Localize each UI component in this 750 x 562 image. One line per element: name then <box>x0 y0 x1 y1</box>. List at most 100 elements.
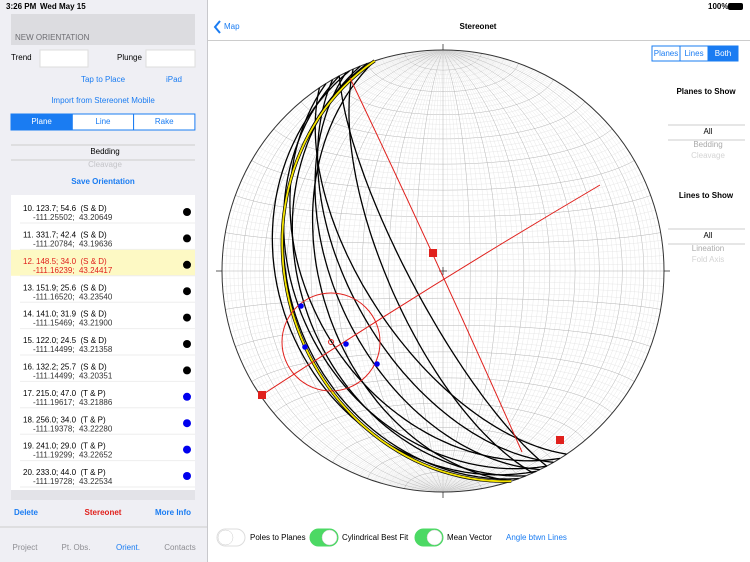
row-location: -111.19378; 43.22280 <box>33 424 113 433</box>
row-location: -111.19728; 43.22534 <box>33 477 113 486</box>
segment-label[interactable]: Rake <box>155 117 174 126</box>
toggle-knob <box>217 529 234 546</box>
segment-label[interactable]: Line <box>95 117 111 126</box>
row-dot <box>183 392 191 401</box>
view-segment[interactable] <box>707 45 739 62</box>
plane <box>311 60 512 482</box>
device-button[interactable]: iPad <box>166 75 182 84</box>
row-orientation[interactable]: 141.0; 31.9 (S & D) <box>36 310 107 319</box>
row-orientation[interactable]: 122.0; 24.5 (S & D) <box>36 336 107 345</box>
toggle-label: Mean Vector <box>447 533 492 542</box>
plane <box>291 65 526 477</box>
trend-input[interactable] <box>39 49 89 68</box>
row-orientation[interactable]: 331.7; 42.4 (S & D) <box>36 231 107 240</box>
row-dot <box>183 340 191 348</box>
red-plane <box>349 77 523 453</box>
row-orientation[interactable]: 123.7; 54.6 (S & D) <box>36 204 107 213</box>
row-dot <box>183 366 191 375</box>
row-orientation[interactable]: 151.9; 25.6 (S & D) <box>36 283 107 292</box>
action-button[interactable]: Stereonet <box>85 508 122 517</box>
line-point <box>298 303 304 309</box>
battery-icon <box>728 3 743 10</box>
list-footer <box>11 490 195 500</box>
action-button[interactable]: Delete <box>14 508 39 517</box>
status-date: Wed May 15 <box>40 2 86 11</box>
picker-item[interactable]: All <box>704 127 713 136</box>
tab[interactable]: Project <box>13 543 39 552</box>
row-number[interactable]: 15. <box>23 336 34 345</box>
plunge-label: Plunge <box>117 53 142 62</box>
plunge-input[interactable] <box>145 49 196 68</box>
tab[interactable]: Pt. Obs. <box>62 543 91 552</box>
red-plane <box>261 184 601 396</box>
row-number[interactable]: 19. <box>23 442 34 451</box>
pole-square <box>556 436 564 444</box>
row-number[interactable]: 12. <box>23 257 34 266</box>
row-orientation[interactable]: 256.0; 34.0 (T & P) <box>36 415 106 424</box>
back-chevron[interactable] <box>213 20 221 34</box>
view-segment-label[interactable]: Lines <box>684 49 703 58</box>
status-time: 3:26 PM <box>6 2 37 11</box>
best-fit-plane <box>281 60 512 483</box>
row-dot <box>183 445 191 454</box>
tab[interactable]: Contacts <box>164 543 196 552</box>
row-orientation[interactable]: 132.2; 25.7 (S & D) <box>36 363 107 372</box>
row-orientation[interactable]: 233.0; 44.0 (T & P) <box>36 468 106 477</box>
row-orientation[interactable]: 241.0; 29.0 (T & P) <box>36 442 106 451</box>
row-number[interactable]: 14. <box>23 310 34 319</box>
save-button[interactable]: Save Orientation <box>71 177 135 186</box>
row-number[interactable]: 11. <box>23 231 34 240</box>
row-number[interactable]: 10. <box>23 204 34 213</box>
picker-item[interactable]: Lineation <box>692 244 724 253</box>
view-segment-label[interactable]: Planes <box>654 49 678 58</box>
row-number[interactable]: 16. <box>23 363 34 372</box>
plane <box>289 83 561 462</box>
picker-item[interactable]: All <box>704 231 713 240</box>
orientation-list <box>11 195 195 490</box>
segment[interactable] <box>133 113 196 131</box>
import-button[interactable]: Import from Stereonet Mobile <box>51 96 155 105</box>
back-button[interactable]: Map <box>224 22 240 31</box>
toggle-knob <box>321 529 338 546</box>
toggle-label: Poles to Planes <box>250 533 306 542</box>
plane <box>282 75 547 470</box>
tap-to-place[interactable]: Tap to Place <box>81 75 126 84</box>
picker-title: Planes to Show <box>676 87 736 96</box>
row-number[interactable]: 18. <box>23 415 34 424</box>
row-dot <box>183 287 191 296</box>
row-dot <box>183 472 191 480</box>
section-title: NEW ORIENTATION <box>15 33 90 42</box>
tab[interactable]: Orient. <box>116 543 140 552</box>
nav-title: Stereonet <box>460 22 497 31</box>
picker-item[interactable]: Fold Axis <box>692 255 724 264</box>
confidence-cone <box>281 292 381 392</box>
row-location: -111.25502; 43.20649 <box>33 213 113 222</box>
row-dot <box>183 313 191 322</box>
picker-item[interactable]: Cleavage <box>691 151 725 160</box>
row-location: -111.16239; 43.24417 <box>33 266 113 275</box>
line-point <box>343 341 349 347</box>
row-orientation[interactable]: 215.0; 47.0 (T & P) <box>36 389 106 398</box>
row-dot <box>183 234 191 243</box>
row-location: -111.14499; 43.21358 <box>33 345 113 354</box>
angle-link[interactable]: Angle btwn Lines <box>506 533 567 542</box>
section-header <box>11 14 195 45</box>
row-number[interactable]: 20. <box>23 468 34 477</box>
row-highlight <box>11 249 195 276</box>
stereonet <box>216 44 670 498</box>
row-orientation[interactable]: 148.5; 34.0 (S & D) <box>36 257 107 266</box>
row-dot <box>183 208 191 216</box>
row-location: -111.19299; 43.22652 <box>33 451 113 460</box>
toggle-knob <box>426 529 443 546</box>
view-segment-label[interactable]: Both <box>715 49 731 58</box>
row-number[interactable]: 13. <box>23 283 34 292</box>
picker-item[interactable]: Bedding <box>90 147 119 156</box>
line-point <box>374 361 380 367</box>
action-button[interactable]: More Info <box>155 508 191 517</box>
picker-item[interactable]: Cleavage <box>88 160 122 169</box>
row-number[interactable]: 17. <box>23 389 34 398</box>
picker-item[interactable]: Bedding <box>693 140 722 149</box>
segment-label[interactable]: Plane <box>31 117 52 126</box>
pole-square <box>258 391 266 399</box>
